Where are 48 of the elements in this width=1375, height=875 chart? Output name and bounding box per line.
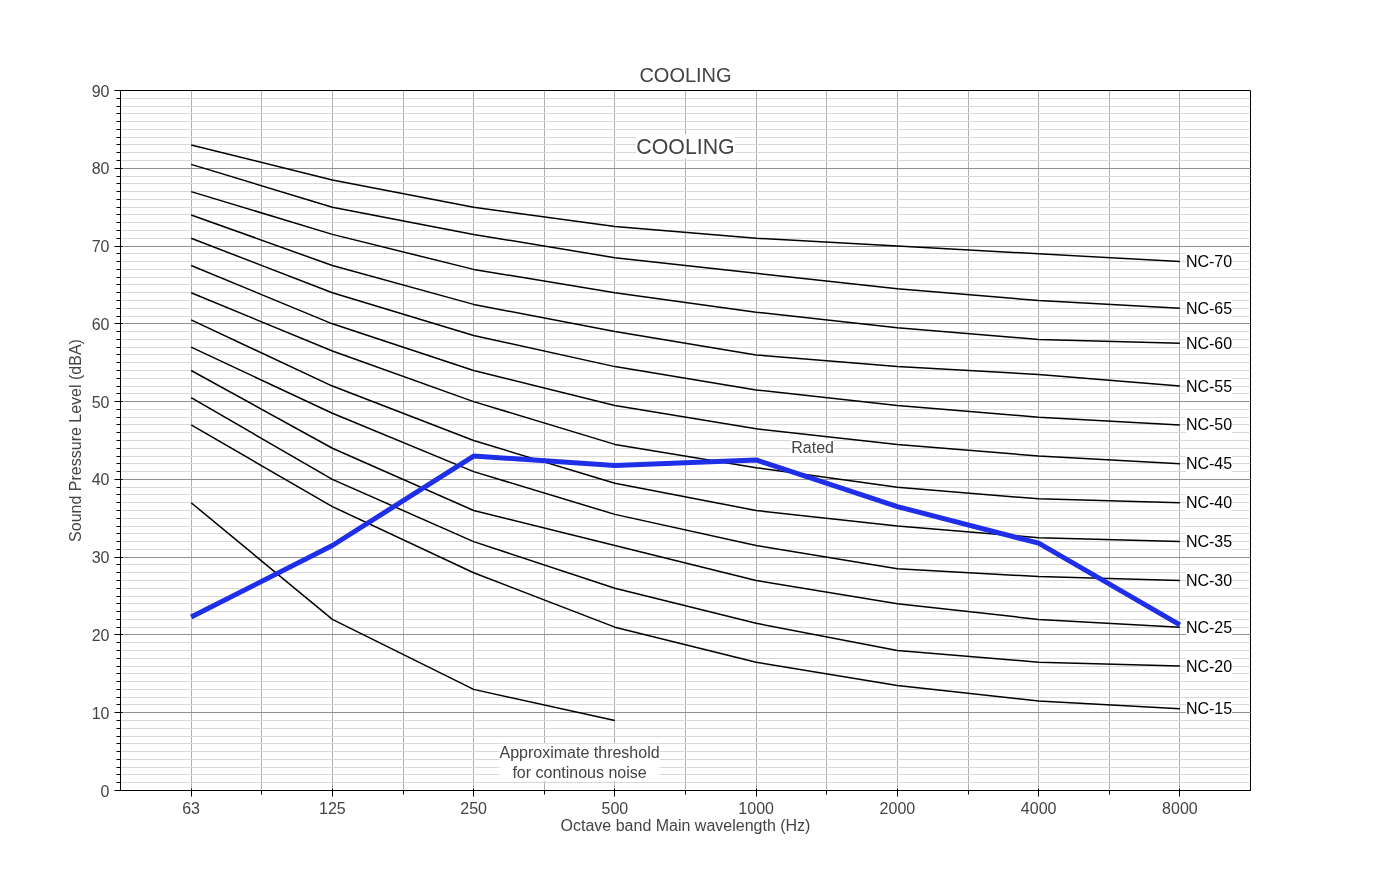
- annotation: COOLING: [636, 134, 735, 159]
- series-label: NC-40: [1185, 494, 1233, 512]
- series-label: NC-55: [1185, 377, 1233, 395]
- y-axis-title: Sound Pressure Level (dBA): [66, 339, 84, 542]
- series-label: NC-70: [1185, 253, 1233, 271]
- series-label: NC-25: [1185, 618, 1233, 636]
- line-series: [190, 291, 1181, 504]
- x-tick-label: 125: [319, 799, 346, 817]
- series-label: NC-60: [1185, 334, 1233, 352]
- x-tick-label: 63: [182, 799, 201, 817]
- line-series: [190, 237, 1181, 426]
- line-series: [190, 163, 1181, 310]
- annotation: Rated: [791, 439, 834, 456]
- line-series: [190, 396, 1181, 667]
- x-tick-label: 4000: [1020, 799, 1057, 817]
- chart-title: COOLING: [639, 63, 732, 86]
- line-series: [190, 346, 1181, 582]
- line-series: [190, 264, 1181, 465]
- series-label: NC-35: [1185, 533, 1233, 551]
- series-label: NC-45: [1185, 455, 1233, 473]
- y-tick-label: 10: [91, 704, 110, 722]
- x-tick-label: 1000: [738, 799, 775, 817]
- line-series: [190, 501, 616, 722]
- y-tick-label: 80: [91, 160, 110, 178]
- series-label: NC-30: [1185, 572, 1233, 589]
- y-tick-label: 90: [91, 82, 110, 100]
- x-tick-label: 500: [601, 799, 629, 817]
- y-tick-label: 50: [91, 393, 110, 411]
- y-tick-label: 70: [91, 238, 110, 256]
- line-series: [190, 319, 1181, 543]
- x-tick-label: 8000: [1162, 799, 1198, 817]
- line-series: [190, 214, 1181, 387]
- series-label: NC-15: [1185, 700, 1233, 718]
- line-series: [190, 190, 1181, 345]
- annotation: Approximate threshold for continous noise: [499, 743, 660, 782]
- y-tick-label: 20: [91, 626, 110, 644]
- y-tick-label: 60: [91, 315, 110, 333]
- series-label: NC-20: [1185, 657, 1233, 675]
- y-tick-label: 0: [100, 782, 110, 800]
- series-label: NC-65: [1185, 299, 1233, 317]
- x-tick-label: 2000: [879, 799, 916, 817]
- line-series: [190, 369, 1181, 628]
- x-tick-label: 250: [460, 799, 488, 817]
- series-label: NC-50: [1185, 416, 1233, 434]
- y-tick-label: 30: [91, 549, 110, 567]
- x-axis-title: Octave band Main wavelength (Hz): [560, 816, 811, 834]
- line-series: [190, 424, 1181, 710]
- y-tick-label: 40: [91, 471, 110, 489]
